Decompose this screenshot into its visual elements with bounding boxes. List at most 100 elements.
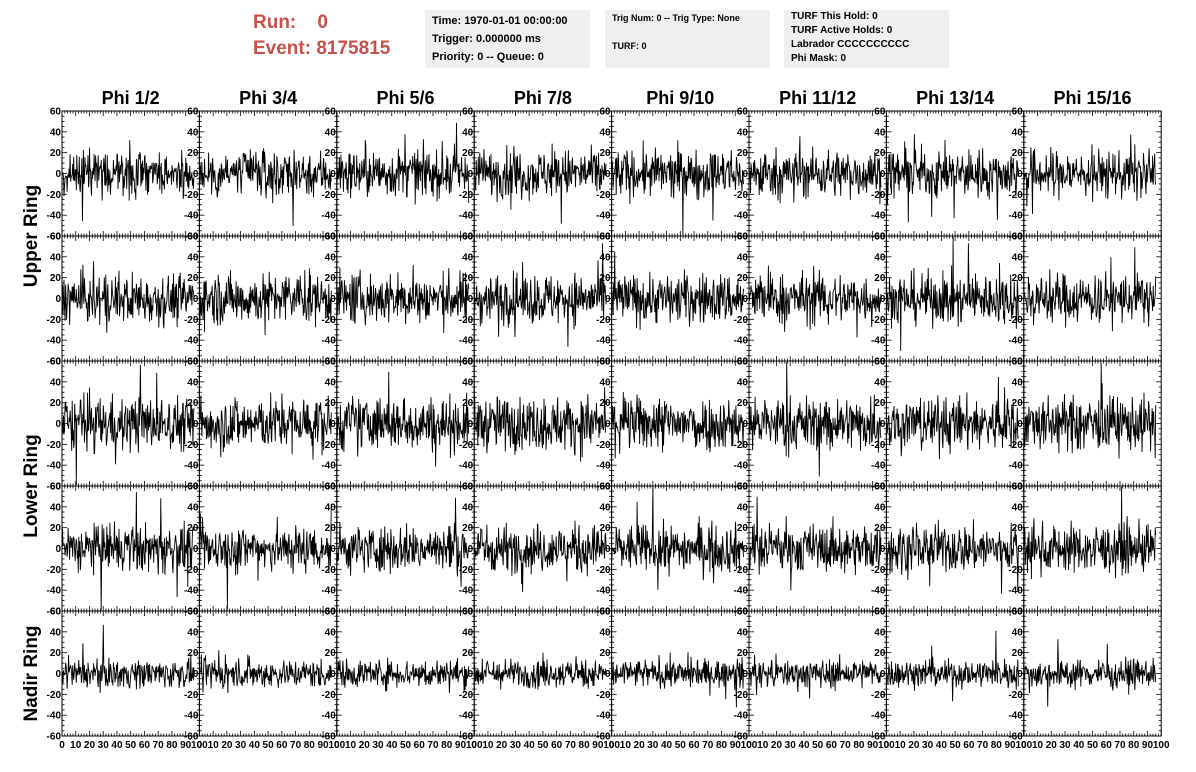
y-tick-label: 0 bbox=[605, 419, 611, 430]
y-tick-label: 60 bbox=[1012, 482, 1024, 493]
waveform-trace-r5-c7 bbox=[885, 630, 1019, 702]
y-tick-label: 0 bbox=[193, 544, 199, 555]
y-tick-label: 60 bbox=[874, 232, 886, 243]
x-tick-label: 90 bbox=[730, 740, 742, 751]
y-tick-label: 60 bbox=[50, 107, 62, 118]
y-tick-label: -40 bbox=[596, 711, 611, 722]
y-tick-label: -20 bbox=[1008, 565, 1023, 576]
y-tick-label: -40 bbox=[459, 336, 474, 347]
y-tick-label: 40 bbox=[874, 252, 886, 263]
y-tick-label: 0 bbox=[330, 544, 336, 555]
y-tick-label: -20 bbox=[321, 315, 336, 326]
x-tick-label: 50 bbox=[537, 740, 549, 751]
y-tick-label: -20 bbox=[321, 565, 336, 576]
y-tick-label: 0 bbox=[55, 544, 61, 555]
y-tick-label: 40 bbox=[737, 627, 749, 638]
y-tick-label: 0 bbox=[468, 669, 474, 680]
column-header-5: Phi 9/10 bbox=[646, 88, 714, 108]
y-tick-label: 0 bbox=[55, 169, 61, 180]
waveform-trace-r2-c5 bbox=[611, 251, 744, 331]
x-tick-label: 20 bbox=[221, 740, 233, 751]
y-tick-label: -20 bbox=[184, 190, 199, 201]
y-tick-label: 40 bbox=[187, 502, 199, 513]
y-tick-label: 20 bbox=[187, 648, 199, 659]
x-tick-label: 0 bbox=[609, 740, 615, 751]
y-tick-label: -20 bbox=[1008, 190, 1023, 201]
y-tick-label: 20 bbox=[50, 523, 62, 534]
y-tick-label: 20 bbox=[737, 648, 749, 659]
y-tick-label: 20 bbox=[325, 148, 337, 159]
y-tick-label: 0 bbox=[468, 419, 474, 430]
y-tick-label: -60 bbox=[459, 732, 474, 743]
waveform-trace-r4-c3 bbox=[336, 497, 470, 587]
y-tick-label: 60 bbox=[874, 357, 886, 368]
y-tick-label: 0 bbox=[1017, 294, 1023, 305]
waveform-trace-r1-c3 bbox=[336, 122, 470, 205]
y-tick-label: 60 bbox=[737, 232, 749, 243]
y-tick-label: -40 bbox=[459, 711, 474, 722]
y-tick-label: -40 bbox=[321, 336, 336, 347]
x-tick-label: 50 bbox=[125, 740, 137, 751]
y-tick-label: 20 bbox=[1012, 148, 1024, 159]
y-tick-label: 20 bbox=[462, 273, 474, 284]
y-tick-label: -20 bbox=[1008, 315, 1023, 326]
x-tick-label: 0 bbox=[884, 740, 890, 751]
y-tick-label: 40 bbox=[462, 502, 474, 513]
y-tick-label: 0 bbox=[605, 294, 611, 305]
x-tick-label: 60 bbox=[826, 740, 838, 751]
y-tick-label: -40 bbox=[184, 336, 199, 347]
y-tick-label: 60 bbox=[599, 232, 611, 243]
x-tick-label: 100 bbox=[1153, 740, 1170, 751]
column-header-6: Phi 11/12 bbox=[779, 88, 856, 108]
y-tick-label: 40 bbox=[325, 377, 337, 388]
y-tick-label: -20 bbox=[871, 440, 886, 451]
y-tick-label: -40 bbox=[871, 711, 886, 722]
waveform-trace-r3-c7 bbox=[885, 376, 1019, 460]
y-tick-label: 20 bbox=[599, 273, 611, 284]
y-tick-label: -60 bbox=[321, 732, 336, 743]
y-tick-label: 0 bbox=[330, 169, 336, 180]
waveform-trace-r2-c7 bbox=[885, 236, 1019, 352]
x-tick-label: 100 bbox=[328, 740, 345, 751]
x-tick-label: 30 bbox=[1059, 740, 1071, 751]
y-tick-label: 40 bbox=[599, 627, 611, 638]
x-tick-label: 30 bbox=[510, 740, 522, 751]
y-tick-label: 20 bbox=[462, 523, 474, 534]
y-tick-label: 40 bbox=[462, 377, 474, 388]
x-tick-label: 90 bbox=[1142, 740, 1154, 751]
y-tick-label: 0 bbox=[1017, 169, 1023, 180]
y-tick-label: -40 bbox=[871, 211, 886, 222]
y-tick-label: -20 bbox=[321, 190, 336, 201]
y-tick-label: 20 bbox=[874, 648, 886, 659]
y-tick-label: 60 bbox=[1012, 107, 1024, 118]
y-tick-label: 20 bbox=[737, 148, 749, 159]
x-tick-label: 60 bbox=[414, 740, 426, 751]
y-tick-label: -20 bbox=[596, 565, 611, 576]
y-tick-label: 0 bbox=[742, 544, 748, 555]
y-tick-label: 40 bbox=[737, 252, 749, 263]
y-tick-label: -20 bbox=[734, 315, 749, 326]
waveform-trace-r2-c6 bbox=[748, 265, 882, 338]
y-tick-label: 20 bbox=[187, 273, 199, 284]
x-tick-label: 70 bbox=[290, 740, 302, 751]
y-tick-label: -40 bbox=[596, 586, 611, 597]
y-tick-label: 20 bbox=[1012, 273, 1024, 284]
x-tick-label: 30 bbox=[372, 740, 384, 751]
y-tick-label: -20 bbox=[871, 565, 886, 576]
x-tick-label: 10 bbox=[208, 740, 220, 751]
ring-label-2: Lower Ring bbox=[21, 434, 42, 537]
y-tick-label: 0 bbox=[605, 669, 611, 680]
y-tick-label: 0 bbox=[1017, 544, 1023, 555]
y-tick-label: 40 bbox=[187, 127, 199, 138]
run-value: 0 bbox=[317, 12, 328, 33]
y-tick-label: 0 bbox=[468, 169, 474, 180]
y-tick-label: 60 bbox=[1012, 357, 1024, 368]
y-tick-label: 60 bbox=[50, 607, 62, 618]
y-tick-label: 40 bbox=[874, 127, 886, 138]
y-tick-label: -40 bbox=[1008, 336, 1023, 347]
y-tick-label: -40 bbox=[184, 461, 199, 472]
y-tick-label: -40 bbox=[871, 461, 886, 472]
y-tick-label: 40 bbox=[1012, 377, 1024, 388]
x-tick-label: 0 bbox=[471, 740, 477, 751]
